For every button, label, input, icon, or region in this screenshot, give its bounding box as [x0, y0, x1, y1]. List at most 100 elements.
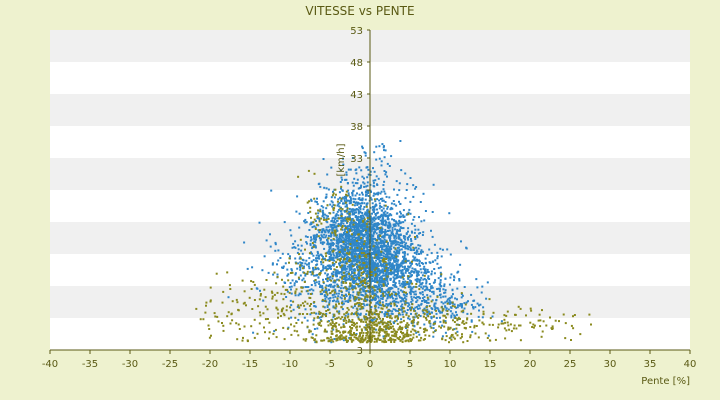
data-point [299, 257, 302, 260]
data-point [374, 299, 377, 302]
data-point [434, 279, 437, 282]
data-point [308, 331, 311, 334]
data-point [393, 335, 396, 338]
data-point [374, 296, 377, 299]
data-point [386, 226, 389, 229]
data-point [545, 324, 548, 327]
data-point [379, 283, 382, 286]
data-point [195, 307, 198, 310]
data-point [363, 315, 366, 318]
data-point [382, 274, 384, 277]
data-point [315, 281, 318, 284]
data-point [319, 286, 321, 288]
data-point [248, 296, 251, 299]
data-point [378, 257, 381, 259]
data-point [334, 234, 337, 237]
data-point [460, 240, 462, 243]
data-point [345, 335, 348, 338]
data-point [299, 256, 302, 259]
data-point [285, 296, 288, 298]
data-point [395, 335, 398, 338]
data-point [357, 233, 360, 236]
data-point [337, 237, 340, 240]
data-point [558, 320, 560, 323]
data-point [330, 220, 333, 223]
data-point [245, 304, 247, 307]
data-point [390, 302, 393, 305]
data-point [332, 190, 334, 193]
data-point [351, 217, 354, 220]
data-point [403, 257, 406, 260]
x-tick-label: 10 [444, 359, 457, 370]
data-point [363, 202, 366, 205]
data-point [454, 297, 457, 300]
data-point [306, 325, 309, 328]
data-point [349, 210, 352, 213]
data-point [361, 217, 364, 220]
data-point [325, 315, 327, 317]
data-point [364, 211, 367, 214]
data-point [381, 219, 384, 222]
data-point [383, 234, 386, 236]
data-point [295, 288, 298, 291]
data-point [295, 210, 298, 213]
data-point [373, 298, 376, 301]
data-point [340, 306, 343, 309]
data-point [393, 294, 396, 297]
data-point [286, 288, 289, 291]
data-point [347, 189, 350, 192]
data-point [435, 298, 438, 301]
data-point [345, 173, 348, 176]
data-point [349, 218, 351, 221]
data-point [359, 233, 362, 236]
data-point [386, 175, 388, 178]
data-point [399, 216, 402, 219]
data-point [383, 278, 386, 281]
data-point [352, 276, 355, 279]
data-point [353, 248, 356, 251]
data-point [354, 295, 357, 298]
data-point [392, 223, 395, 226]
data-point [372, 184, 375, 187]
data-point [506, 321, 509, 324]
data-point [357, 316, 360, 319]
data-point [400, 221, 403, 224]
data-point [447, 301, 450, 304]
data-point [363, 206, 366, 208]
data-point [365, 185, 368, 188]
data-point [365, 313, 368, 316]
data-point [372, 234, 375, 237]
data-point [363, 259, 366, 262]
data-point [470, 320, 473, 323]
data-point [317, 255, 320, 258]
data-point [364, 229, 367, 232]
data-point [376, 216, 379, 219]
data-point [327, 297, 330, 300]
data-point [430, 273, 433, 276]
data-point [360, 255, 363, 258]
data-point [374, 241, 377, 244]
data-point [320, 339, 323, 342]
data-point [395, 331, 398, 333]
data-point [276, 263, 278, 266]
data-point [386, 248, 389, 251]
data-point [319, 293, 322, 296]
data-point [397, 328, 400, 331]
data-point [360, 225, 363, 228]
data-point [348, 330, 351, 333]
data-point [310, 221, 313, 224]
data-point [367, 229, 370, 232]
data-point [375, 267, 378, 270]
data-point [384, 269, 386, 272]
data-point [410, 238, 412, 241]
data-point [328, 299, 331, 302]
data-point [370, 247, 372, 250]
data-point [461, 294, 464, 297]
data-point [539, 319, 542, 322]
data-point [366, 332, 369, 334]
y-tick-label: 53 [350, 26, 363, 37]
data-point [386, 313, 389, 316]
data-point [391, 268, 394, 271]
data-point [402, 280, 405, 283]
